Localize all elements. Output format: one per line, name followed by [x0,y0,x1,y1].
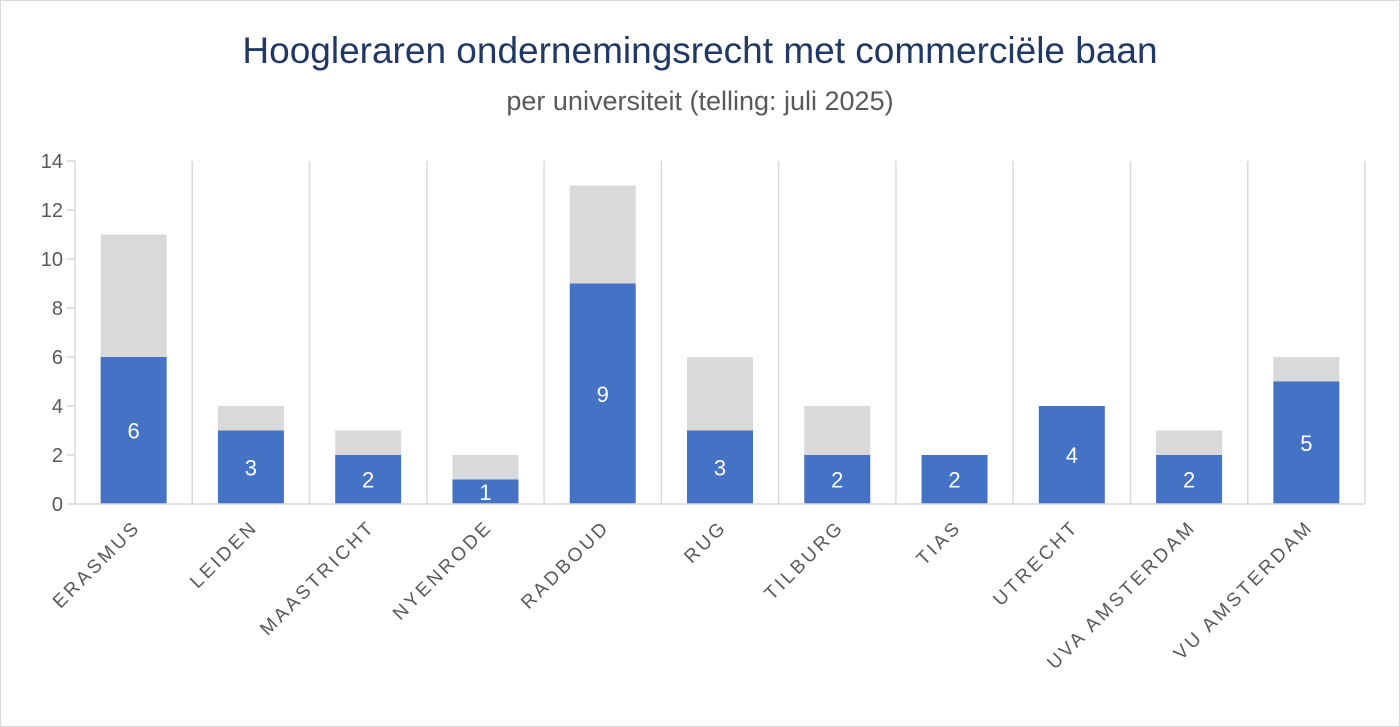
bar-segment-other [1273,357,1340,382]
bar-segment-commercial [921,455,988,504]
y-tick-label: 4 [52,396,63,418]
y-tick-label: 12 [41,200,63,222]
x-tick-label: TILBURG [761,517,849,605]
x-tick-label: LEIDEN [186,517,262,593]
bar-segment-commercial [804,455,871,504]
data-label: 3 [714,455,726,480]
bar-segment-commercial [569,283,636,504]
x-tick-label: MAASTRICHT [256,517,379,640]
x-tick-label: RADBOUD [517,517,614,614]
bar-segment-other [569,185,636,284]
x-tick-label: UTRECHT [989,517,1083,611]
data-label: 9 [597,382,609,407]
bar-segment-commercial [1273,381,1340,504]
bar-segment-other [335,430,402,455]
y-tick-label: 10 [41,249,63,271]
bar-segment-other [804,406,871,455]
chart-subtitle: per universiteit (telling: juli 2025) [506,86,894,116]
bar-segment-commercial [452,479,519,504]
bar-segment-commercial [1038,406,1105,504]
bar-segment-commercial [335,455,402,504]
data-label: 2 [362,468,374,493]
bar-segment-other [1156,430,1223,455]
y-tick-label: 0 [52,494,63,516]
bar-segment-other [100,234,167,357]
x-tick-label: TIAS [913,517,966,570]
y-tick-label: 8 [52,298,63,320]
data-label: 2 [1183,468,1195,493]
x-tick-label: NYENRODE [389,517,497,625]
x-tick-label: ERASMUS [49,517,145,613]
data-label: 4 [1066,443,1078,468]
bar-segment-commercial [217,430,284,504]
bar-segment-other [217,406,284,431]
data-label: 3 [245,455,257,480]
y-tick-label: 6 [52,347,63,369]
data-label: 5 [1300,431,1312,456]
data-label: 2 [948,468,960,493]
bar-segment-commercial [1156,455,1223,504]
bar-segment-other [452,455,519,480]
data-label: 2 [831,468,843,493]
bar-segment-commercial [687,430,753,504]
bar-segment-commercial [100,357,167,504]
y-tick-label: 2 [52,445,63,467]
x-tick-label: RUG [680,517,731,568]
chart-title: Hoogleraren ondernemingsrecht met commer… [242,30,1158,71]
data-label: 1 [479,480,491,505]
y-tick-label: 14 [41,151,63,173]
data-label: 6 [128,419,140,444]
bar-segment-other [687,357,753,431]
